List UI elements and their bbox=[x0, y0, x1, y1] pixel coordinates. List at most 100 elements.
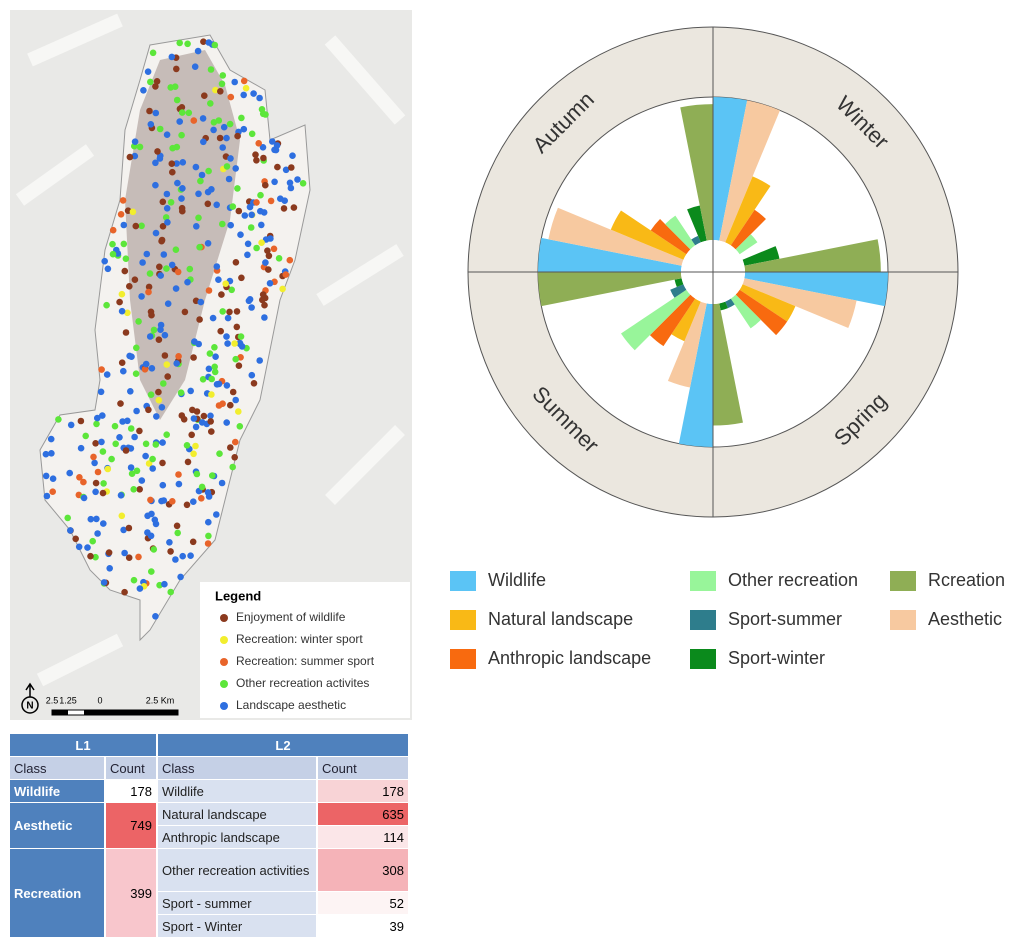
map-point bbox=[176, 118, 183, 125]
rose-wedge bbox=[725, 298, 735, 309]
map-point bbox=[159, 481, 167, 489]
subheader: Count bbox=[106, 757, 156, 779]
rose-wedge bbox=[687, 205, 707, 243]
map-point bbox=[235, 408, 242, 415]
map-point bbox=[247, 224, 255, 231]
map-point bbox=[262, 259, 269, 266]
map-point bbox=[100, 579, 108, 586]
map-point bbox=[175, 353, 182, 360]
map-point bbox=[163, 361, 171, 368]
map-point bbox=[152, 181, 159, 189]
map-point bbox=[164, 219, 171, 226]
map-point bbox=[156, 155, 164, 162]
map-point bbox=[184, 278, 191, 286]
terrain bbox=[15, 13, 406, 687]
legend-swatch bbox=[450, 609, 476, 630]
rose-wedge bbox=[678, 303, 713, 447]
map-point bbox=[209, 472, 216, 479]
map-point bbox=[131, 138, 139, 145]
legend-item: Sport-summer bbox=[690, 609, 842, 630]
map-point bbox=[279, 285, 286, 293]
map-point bbox=[227, 155, 234, 162]
legend-item: Sport-winter bbox=[690, 648, 825, 669]
map-point bbox=[136, 486, 143, 493]
map-point bbox=[174, 179, 181, 187]
map-point bbox=[223, 333, 230, 340]
rose-wedge bbox=[739, 284, 796, 322]
map-point bbox=[145, 288, 152, 296]
map-point bbox=[140, 87, 147, 94]
map-point bbox=[100, 520, 107, 527]
map-point bbox=[218, 479, 226, 487]
legend-item: Aesthetic bbox=[890, 609, 1002, 630]
map-point bbox=[42, 450, 50, 458]
map-point bbox=[155, 388, 162, 396]
map-point bbox=[224, 314, 232, 322]
l2-class: Other recreation activities bbox=[158, 849, 316, 891]
legend-label: Other recreation bbox=[728, 570, 859, 590]
map-point bbox=[261, 301, 268, 309]
l1-count: 178 bbox=[106, 780, 156, 802]
map-point bbox=[127, 425, 135, 432]
map-point bbox=[187, 552, 194, 559]
map-point bbox=[282, 166, 290, 174]
rose-wedge bbox=[671, 298, 701, 342]
map-point bbox=[185, 109, 193, 117]
map-point bbox=[215, 380, 223, 388]
map-point bbox=[122, 329, 130, 336]
map-point bbox=[234, 185, 241, 192]
map-point bbox=[288, 164, 295, 171]
map-point bbox=[179, 159, 187, 166]
map-point bbox=[198, 419, 206, 426]
map-point bbox=[232, 396, 239, 404]
map-point bbox=[216, 450, 223, 458]
map-point bbox=[163, 265, 170, 272]
map-point bbox=[240, 91, 247, 99]
map-point bbox=[159, 439, 166, 446]
map-point bbox=[262, 181, 269, 189]
map-point bbox=[178, 131, 185, 139]
map-point bbox=[199, 115, 207, 122]
map-point bbox=[152, 613, 159, 620]
legend-label: Sport-summer bbox=[728, 609, 843, 629]
map-point bbox=[289, 152, 296, 159]
map-point bbox=[265, 266, 272, 273]
map-point bbox=[235, 207, 243, 215]
map-point bbox=[211, 344, 218, 351]
map-point bbox=[76, 474, 83, 481]
map-point bbox=[261, 314, 268, 321]
map-point bbox=[195, 340, 202, 348]
map-point bbox=[173, 360, 180, 367]
map-point bbox=[122, 255, 130, 262]
map-point bbox=[105, 549, 113, 556]
map-point bbox=[157, 272, 164, 279]
map-point bbox=[237, 333, 245, 340]
map-point bbox=[99, 412, 106, 419]
map-point bbox=[188, 431, 195, 439]
rose-wedge bbox=[742, 278, 857, 329]
svg-text:N: N bbox=[26, 701, 33, 712]
map-point bbox=[294, 176, 301, 183]
map-point bbox=[67, 527, 74, 534]
map-point bbox=[184, 458, 192, 466]
l1-class: Wildlife bbox=[10, 780, 104, 802]
scale-bar bbox=[51, 709, 179, 716]
map-point bbox=[213, 263, 221, 270]
map-point bbox=[197, 177, 204, 185]
map-point bbox=[145, 406, 152, 414]
map-point bbox=[207, 418, 214, 425]
map-point bbox=[232, 355, 239, 363]
map-point bbox=[229, 463, 236, 471]
rose-wedge bbox=[744, 272, 888, 307]
map-point bbox=[146, 270, 154, 277]
map-point bbox=[141, 366, 149, 373]
map-point bbox=[117, 211, 125, 218]
rose-wedge bbox=[620, 289, 691, 351]
map-point bbox=[130, 486, 137, 493]
legend-swatch bbox=[890, 609, 916, 630]
map-point bbox=[192, 163, 200, 171]
map-point bbox=[169, 168, 176, 176]
map-point bbox=[131, 152, 139, 160]
legend-label: Wildlife bbox=[488, 570, 547, 590]
legend-label: Natural landscape bbox=[488, 609, 634, 629]
